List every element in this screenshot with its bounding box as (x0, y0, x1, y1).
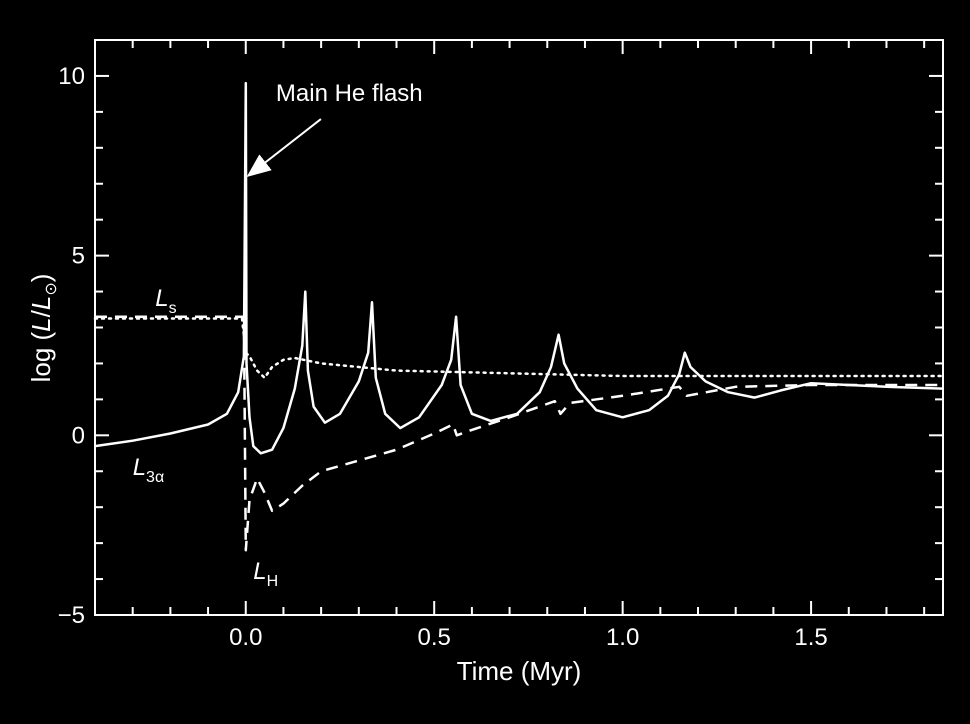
y-axis-title-prefix: log ( (26, 331, 56, 382)
tick-labels: 0.0 0.5 1.0 1.5 −5 0 5 10 (58, 63, 828, 651)
y-axis-title-lsun: L (26, 296, 56, 310)
y-tick-label: 10 (58, 63, 85, 90)
series-label-L3α: L3α (133, 454, 165, 486)
y-tick-label: 0 (72, 422, 85, 449)
y-axis-title-l: L (26, 317, 56, 331)
plot-frame (94, 39, 944, 616)
x-tick-label: 0.0 (229, 624, 262, 651)
series-line-LH (95, 315, 943, 552)
axis-ticks (94, 39, 943, 616)
series-label-Ls: Ls (155, 285, 176, 317)
y-tick-label: 5 (72, 243, 85, 270)
series-layer (93, 81, 945, 552)
annotation-main-he-flash: Main He flash (276, 80, 423, 107)
annotation: Main He flash (246, 80, 423, 178)
y-axis-title: log (L/L⊙) (26, 274, 60, 383)
x-tick-label: 1.5 (794, 624, 827, 651)
x-tick-label: 1.0 (606, 624, 639, 651)
series-label-LH: LH (253, 558, 278, 590)
annotation-arrow (246, 118, 322, 178)
y-axis-title-sun-symbol: ⊙ (43, 282, 60, 295)
x-tick-label: 0.5 (418, 624, 451, 651)
y-axis-title-slash: / (26, 309, 56, 317)
y-tick-label: −5 (58, 602, 85, 629)
series-line-L3α (94, 81, 944, 455)
series-line-Ls (93, 317, 945, 380)
y-axis-title-suffix: ) (26, 274, 56, 283)
x-axis-title: Time (Myr) (457, 656, 582, 686)
series-labels: L3α LH Ls (133, 285, 279, 590)
